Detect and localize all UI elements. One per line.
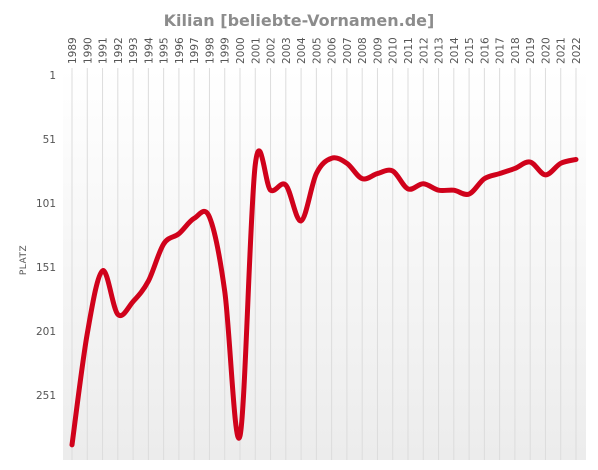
x-tick-label: 2016 bbox=[479, 37, 491, 64]
x-tick-label: 1995 bbox=[159, 37, 171, 64]
x-tick-label: 1990 bbox=[82, 37, 94, 64]
x-tick-label: 1999 bbox=[220, 37, 232, 64]
data-point-1998 bbox=[207, 215, 211, 219]
data-point-2019 bbox=[528, 160, 532, 164]
data-point-1999 bbox=[223, 289, 227, 293]
x-tick-label: 2007 bbox=[342, 37, 354, 64]
x-tick-label: 2001 bbox=[250, 37, 262, 64]
x-tick-label: 2015 bbox=[464, 37, 476, 64]
data-point-2012 bbox=[421, 182, 425, 186]
x-tick-label: 1989 bbox=[67, 37, 79, 64]
x-tick-label: 2002 bbox=[266, 37, 278, 64]
series-line bbox=[69, 148, 579, 448]
data-point-1997 bbox=[192, 216, 196, 220]
x-tick-label: 2013 bbox=[434, 37, 446, 64]
data-point-2008 bbox=[360, 177, 364, 181]
data-point-2002 bbox=[269, 188, 273, 192]
data-point-2006 bbox=[330, 156, 334, 160]
x-tick-label: 2008 bbox=[357, 37, 369, 64]
plot-background bbox=[63, 68, 586, 460]
data-point-2022 bbox=[574, 157, 578, 161]
y-tick-label: 151 bbox=[36, 262, 56, 274]
y-axis-label: PLATZ bbox=[19, 245, 29, 275]
x-tick-label: 1997 bbox=[189, 37, 201, 64]
data-point-1994 bbox=[146, 279, 150, 283]
y-tick-label: 1 bbox=[49, 70, 56, 82]
data-point-2011 bbox=[406, 187, 410, 191]
y-tick-label: 251 bbox=[36, 390, 56, 402]
data-point-2005 bbox=[314, 172, 318, 176]
x-tick-label: 2005 bbox=[311, 37, 323, 64]
x-tick-label: 2022 bbox=[571, 37, 583, 64]
data-point-2014 bbox=[452, 188, 456, 192]
x-tick-label: 1994 bbox=[143, 37, 155, 64]
data-point-2017 bbox=[498, 172, 502, 176]
x-tick-label: 1992 bbox=[113, 37, 125, 64]
data-point-2018 bbox=[513, 166, 517, 170]
data-point-2009 bbox=[375, 172, 379, 176]
data-point-2021 bbox=[559, 161, 563, 165]
x-tick-label: 1998 bbox=[204, 37, 216, 64]
x-tick-label: 1993 bbox=[128, 37, 140, 64]
data-point-1990 bbox=[85, 332, 89, 336]
data-point-2010 bbox=[391, 169, 395, 173]
y-tick-label: 201 bbox=[36, 326, 56, 338]
x-tick-label: 2020 bbox=[540, 37, 552, 64]
data-point-1996 bbox=[177, 232, 181, 236]
data-point-2007 bbox=[345, 161, 349, 165]
x-axis-ticks: 1989 1990 1991 1992 1993 1994 1995 1996 1997 1998… bbox=[67, 37, 583, 64]
data-point-1991 bbox=[101, 269, 105, 273]
data-point-1995 bbox=[162, 242, 166, 246]
x-tick-label: 1996 bbox=[174, 37, 186, 64]
x-tick-label: 2018 bbox=[510, 37, 522, 64]
data-point-2015 bbox=[467, 192, 471, 196]
x-tick-label: 2021 bbox=[556, 37, 568, 64]
x-tick-label: 2017 bbox=[495, 37, 507, 64]
y-tick-label: 101 bbox=[36, 198, 56, 210]
data-point-2020 bbox=[543, 173, 547, 177]
x-tick-label: 2006 bbox=[327, 37, 339, 64]
data-point-1993 bbox=[131, 300, 135, 304]
x-tick-label: 2019 bbox=[525, 37, 537, 64]
data-point-1989 bbox=[70, 443, 74, 447]
data-point-2001 bbox=[253, 163, 257, 167]
x-tick-label: 2004 bbox=[296, 37, 308, 64]
x-tick-label: 2014 bbox=[449, 37, 461, 64]
chart-title: Kilian [beliebte-Vornamen.de] bbox=[164, 11, 435, 30]
x-tick-label: 2000 bbox=[235, 37, 247, 64]
x-tick-label: 2009 bbox=[372, 37, 384, 64]
x-tick-label: 2010 bbox=[388, 37, 400, 64]
data-point-2016 bbox=[482, 177, 486, 181]
x-tick-label: 1991 bbox=[98, 37, 110, 64]
data-point-2000 bbox=[238, 434, 242, 438]
x-tick-label: 2011 bbox=[403, 37, 415, 64]
x-tick-label: 2012 bbox=[418, 37, 430, 64]
data-point-1992 bbox=[116, 312, 120, 316]
grid-lines bbox=[71, 68, 577, 460]
x-tick-label: 2003 bbox=[281, 37, 293, 64]
data-point-2003 bbox=[284, 183, 288, 187]
y-tick-label: 51 bbox=[43, 134, 56, 146]
data-point-2004 bbox=[299, 219, 303, 223]
data-point-2013 bbox=[437, 188, 441, 192]
